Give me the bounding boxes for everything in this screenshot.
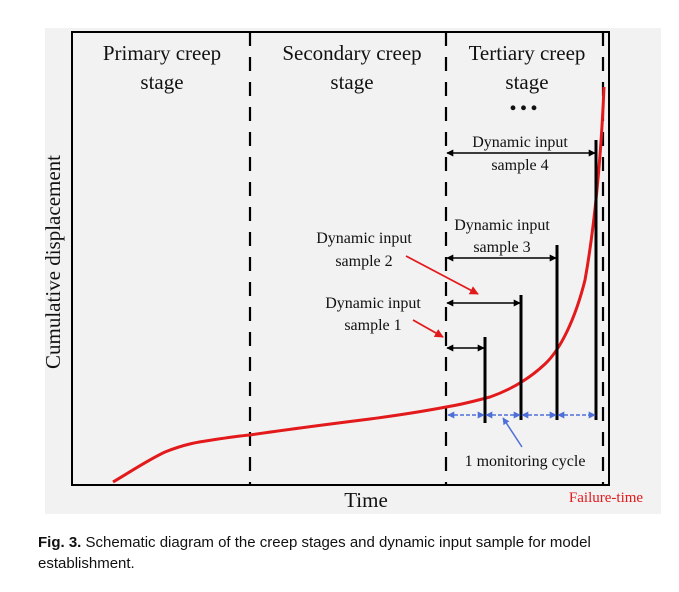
tertiary-stage-label-line1: Tertiary creep (469, 41, 586, 65)
caption-label: Fig. 3. (38, 534, 82, 551)
plot-frame (71, 31, 610, 486)
monitoring-cycle-label: 1 monitoring cycle (465, 453, 586, 470)
secondary-stage-label-line1: Secondary creep (282, 41, 421, 65)
failure-time-label: Failure-time (569, 490, 643, 506)
sample-1-label-line1: Dynamic input (325, 295, 421, 312)
sample-4-label-line2: sample 4 (491, 157, 548, 174)
sample-3-label-line2: sample 3 (473, 239, 530, 256)
y-axis-label: Cumulative displacement (41, 155, 65, 369)
x-axis-label: Time (344, 488, 388, 512)
primary-stage-label-line1: Primary creep (103, 41, 221, 65)
sample-1-label-line2: sample 1 (344, 317, 401, 334)
sample-2-label-line1: Dynamic input (316, 230, 412, 247)
tertiary-ellipsis: ... (509, 84, 541, 117)
sample-2-label-line2: sample 2 (335, 253, 392, 270)
tertiary-stage-label-line2: stage (505, 70, 548, 94)
sample-4-label-line1: Dynamic input (472, 134, 568, 151)
sample-2-pointer-arrow (405, 255, 479, 295)
sample-3-label-line1: Dynamic input (454, 217, 550, 234)
caption-text: Schematic diagram of the creep stages an… (38, 534, 591, 572)
monitoring-cycle-pointer-arrow (502, 417, 523, 448)
figure-caption: Fig. 3. Schematic diagram of the creep s… (38, 532, 668, 574)
sample-1-pointer-arrow (412, 319, 444, 338)
primary-stage-label-line2: stage (140, 70, 183, 94)
creep-curve (112, 86, 606, 484)
secondary-stage-label-line2: stage (330, 70, 373, 94)
